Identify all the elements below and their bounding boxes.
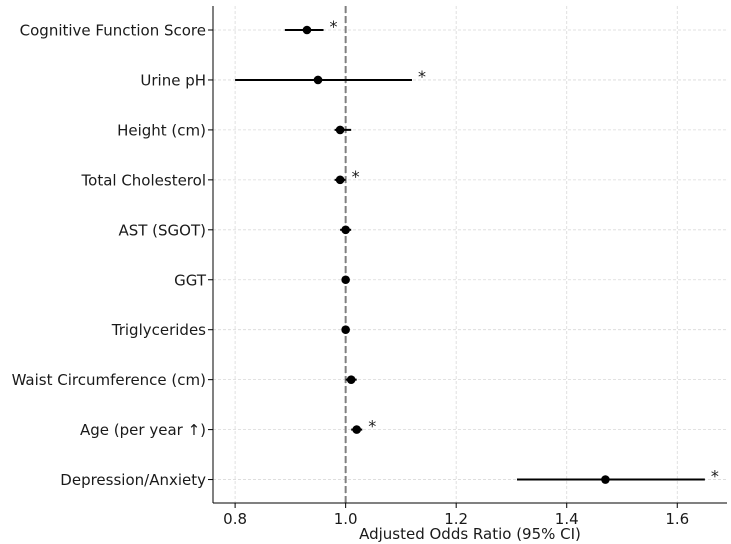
confidence-interval-layer (235, 29, 705, 481)
x-tick-labels: 0.8 1.0 1.2 1.4 1.6 (223, 510, 689, 528)
odds-ratio-point (302, 25, 312, 35)
x-tick-label: 1.4 (555, 510, 579, 528)
y-tick-label: Height (cm) (117, 121, 206, 139)
y-tick-label: GGT (174, 271, 207, 289)
odds-ratio-point (346, 375, 356, 384)
significance-star: * (418, 67, 426, 86)
x-axis-title: Adjusted Odds Ratio (95% CI) (359, 525, 581, 543)
significance-star: * (368, 417, 376, 436)
significance-star: * (352, 167, 360, 186)
odds-ratio-point (352, 425, 361, 434)
x-tick-label: 1.2 (444, 510, 468, 528)
y-tick-label: AST (SGOT) (118, 221, 206, 239)
y-tick-label: Triglycerides (111, 321, 206, 339)
x-tick-label: 1.0 (334, 510, 358, 528)
x-tick-label: 1.6 (665, 510, 689, 528)
y-tick-label: Age (per year ↑) (80, 421, 206, 439)
odds-ratio-point (341, 325, 350, 335)
significance-layer: * * * * * (330, 17, 719, 486)
y-tick-label: Depression/Anxiety (60, 471, 206, 489)
odds-ratio-point (601, 475, 610, 484)
y-tick-label: Cognitive Function Score (20, 22, 206, 40)
significance-star: * (711, 467, 719, 486)
y-tick-label: Urine pH (140, 71, 206, 89)
odds-ratio-point (335, 125, 345, 135)
x-tick-label: 0.8 (223, 510, 247, 528)
significance-star: * (330, 17, 338, 36)
y-tick-label: Waist Circumference (cm) (12, 371, 206, 389)
odds-ratio-point (341, 275, 350, 285)
y-tick-label: Total Cholesterol (81, 171, 206, 189)
odds-ratio-point (341, 225, 350, 235)
odds-ratio-point (335, 175, 345, 185)
point-layer (302, 25, 610, 484)
odds-ratio-point (313, 75, 323, 85)
axis-layer (208, 6, 727, 508)
y-tick-labels: Cognitive Function Score Urine pH Height (… (12, 22, 207, 490)
